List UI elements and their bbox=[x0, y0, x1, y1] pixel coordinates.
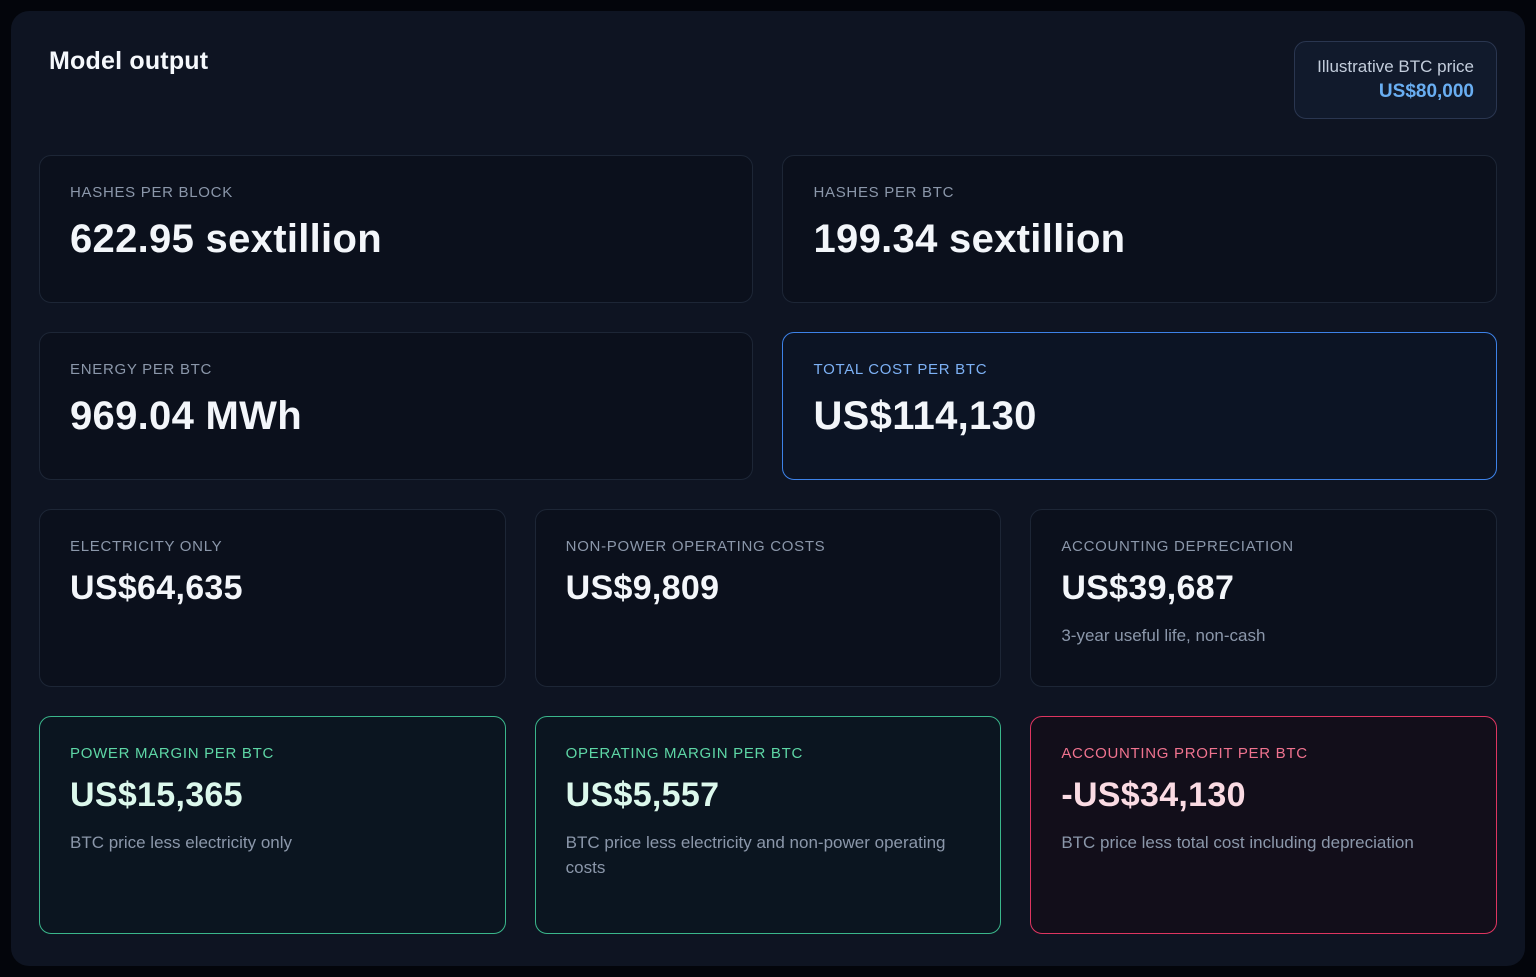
stat-label: ENERGY PER BTC bbox=[70, 361, 213, 378]
stat-value: 622.95 sextillion bbox=[70, 217, 382, 261]
stat-note: 3-year useful life, non-cash bbox=[1061, 626, 1266, 645]
stat-value: US$5,557 bbox=[565, 776, 720, 814]
stat-label: OPERATING MARGIN PER BTC bbox=[565, 745, 804, 762]
card-accounting-profit-per-btc: ACCOUNTING PROFIT PER BTC -US$34,130 BTC… bbox=[1030, 716, 1497, 934]
stat-label: ACCOUNTING DEPRECIATION bbox=[1061, 538, 1294, 555]
stat-label: POWER MARGIN PER BTC bbox=[70, 745, 275, 762]
card-operating-margin-per-btc: OPERATING MARGIN PER BTC US$5,557 BTC pr… bbox=[534, 716, 1002, 934]
card-hashes-per-block: HASHES PER BLOCK 622.95 sextillion bbox=[39, 155, 754, 303]
card-non-power-operating-costs: NON-POWER OPERATING COSTS US$9,809 bbox=[534, 509, 1002, 687]
stat-value: US$9,809 bbox=[565, 569, 720, 607]
card-electricity-only: ELECTRICITY ONLY US$64,635 bbox=[39, 509, 506, 687]
stat-value: US$39,687 bbox=[1061, 569, 1235, 607]
stat-label: ACCOUNTING PROFIT PER BTC bbox=[1061, 745, 1308, 762]
stat-value: US$114,130 bbox=[813, 394, 1037, 438]
stat-label: HASHES PER BTC bbox=[813, 184, 955, 201]
stat-label: NON-POWER OPERATING COSTS bbox=[565, 538, 826, 555]
card-hashes-per-btc: HASHES PER BTC 199.34 sextillion bbox=[782, 155, 1497, 303]
stat-value: -US$34,130 bbox=[1061, 776, 1246, 814]
card-power-margin-per-btc: POWER MARGIN PER BTC US$15,365 BTC price… bbox=[39, 716, 506, 934]
card-accounting-depreciation: ACCOUNTING DEPRECIATION US$39,687 3-year… bbox=[1030, 509, 1497, 687]
stat-value: 969.04 MWh bbox=[70, 394, 302, 438]
btc-price-badge-value: US$80,000 bbox=[1378, 81, 1474, 102]
stat-note: BTC price less total cost including depr… bbox=[1061, 833, 1414, 852]
stat-value: 199.34 sextillion bbox=[813, 217, 1126, 261]
stat-note: BTC price less electricity and non-power… bbox=[565, 833, 946, 877]
stats-grid: HASHES PER BLOCK 622.95 sextillion HASHE… bbox=[39, 155, 1497, 934]
stat-value: US$15,365 bbox=[70, 776, 243, 814]
panel-header: Model output Illustrative BTC price US$8… bbox=[39, 41, 1497, 127]
stat-label: HASHES PER BLOCK bbox=[70, 184, 233, 201]
card-energy-per-btc: ENERGY PER BTC 969.04 MWh bbox=[39, 332, 754, 480]
card-total-cost-per-btc: TOTAL COST PER BTC US$114,130 bbox=[782, 332, 1497, 480]
stat-label: ELECTRICITY ONLY bbox=[70, 538, 223, 555]
stat-label: TOTAL COST PER BTC bbox=[813, 361, 988, 378]
btc-price-badge: Illustrative BTC price US$80,000 bbox=[1294, 41, 1497, 119]
model-output-panel: Model output Illustrative BTC price US$8… bbox=[11, 11, 1525, 966]
stat-value: US$64,635 bbox=[70, 569, 243, 607]
btc-price-badge-label: Illustrative BTC price bbox=[1317, 57, 1474, 76]
page-title: Model output bbox=[49, 47, 209, 75]
stat-note: BTC price less electricity only bbox=[70, 833, 293, 852]
